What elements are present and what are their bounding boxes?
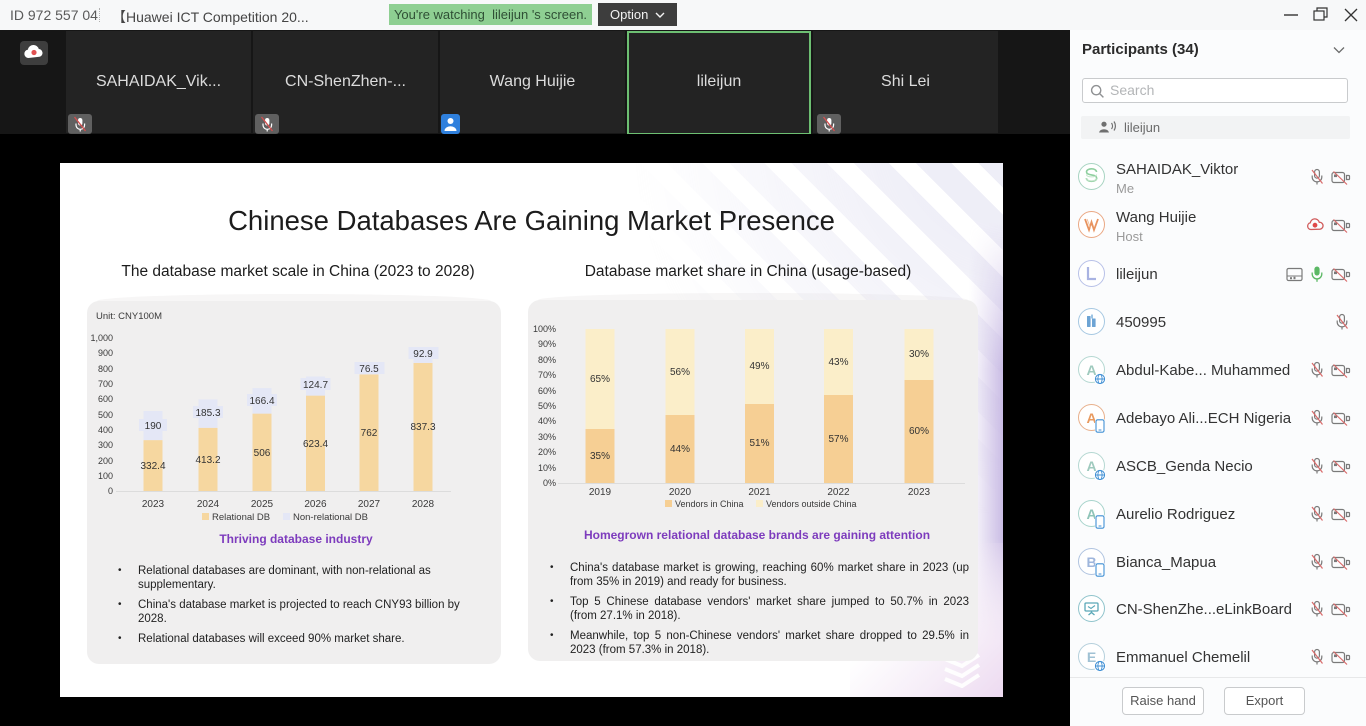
svg-text:900: 900 — [98, 348, 113, 358]
svg-text:400: 400 — [98, 425, 113, 435]
svg-text:100%: 100% — [533, 324, 556, 334]
svg-text:2019: 2019 — [589, 487, 612, 498]
svg-text:500: 500 — [98, 410, 113, 420]
svg-text:124.7: 124.7 — [303, 380, 328, 391]
svg-text:50%: 50% — [538, 401, 556, 411]
svg-text:837.3: 837.3 — [410, 422, 435, 433]
svg-text:762: 762 — [361, 428, 378, 439]
svg-text:90%: 90% — [538, 339, 556, 349]
svg-text:332.4: 332.4 — [140, 461, 165, 472]
svg-text:200: 200 — [98, 456, 113, 466]
svg-text:2022: 2022 — [827, 487, 850, 498]
svg-text:Vendors outside China: Vendors outside China — [766, 499, 857, 509]
svg-text:506: 506 — [254, 448, 271, 459]
svg-text:57%: 57% — [828, 434, 848, 445]
svg-text:92.9: 92.9 — [413, 349, 433, 360]
svg-text:190: 190 — [145, 421, 162, 432]
svg-text:2023: 2023 — [908, 487, 931, 498]
svg-text:51%: 51% — [749, 438, 769, 449]
svg-text:600: 600 — [98, 394, 113, 404]
svg-text:2027: 2027 — [358, 499, 381, 510]
svg-text:413.2: 413.2 — [195, 455, 220, 466]
svg-text:43%: 43% — [828, 357, 848, 368]
svg-text:65%: 65% — [590, 374, 610, 385]
svg-text:2020: 2020 — [669, 487, 692, 498]
svg-text:Non-relational DB: Non-relational DB — [293, 512, 368, 523]
svg-text:10%: 10% — [538, 463, 556, 473]
svg-text:Unit: CNY100M: Unit: CNY100M — [96, 311, 162, 322]
svg-text:166.4: 166.4 — [249, 396, 274, 407]
svg-text:700: 700 — [98, 379, 113, 389]
svg-text:0: 0 — [108, 486, 113, 496]
svg-text:2026: 2026 — [304, 499, 327, 510]
svg-text:Relational DB: Relational DB — [212, 512, 270, 523]
svg-text:40%: 40% — [538, 416, 556, 426]
svg-text:56%: 56% — [670, 367, 690, 378]
svg-text:185.3: 185.3 — [195, 408, 220, 419]
svg-text:1,000: 1,000 — [90, 333, 113, 343]
svg-text:800: 800 — [98, 364, 113, 374]
svg-text:70%: 70% — [538, 370, 556, 380]
svg-text:30%: 30% — [909, 349, 929, 360]
svg-text:80%: 80% — [538, 355, 556, 365]
svg-text:623.4: 623.4 — [303, 439, 328, 450]
svg-text:20%: 20% — [538, 447, 556, 457]
svg-text:300: 300 — [98, 440, 113, 450]
svg-text:100: 100 — [98, 471, 113, 481]
svg-text:2024: 2024 — [197, 499, 220, 510]
svg-text:44%: 44% — [670, 444, 690, 455]
svg-text:76.5: 76.5 — [359, 364, 379, 375]
svg-text:49%: 49% — [749, 361, 769, 372]
svg-text:0%: 0% — [543, 478, 556, 488]
svg-text:Vendors in China: Vendors in China — [675, 499, 744, 509]
svg-text:35%: 35% — [590, 451, 610, 462]
svg-text:60%: 60% — [538, 386, 556, 396]
svg-text:30%: 30% — [538, 432, 556, 442]
svg-text:60%: 60% — [909, 426, 929, 437]
svg-text:2028: 2028 — [412, 499, 435, 510]
svg-text:2025: 2025 — [251, 499, 274, 510]
svg-text:2021: 2021 — [748, 487, 771, 498]
svg-text:2023: 2023 — [142, 499, 165, 510]
